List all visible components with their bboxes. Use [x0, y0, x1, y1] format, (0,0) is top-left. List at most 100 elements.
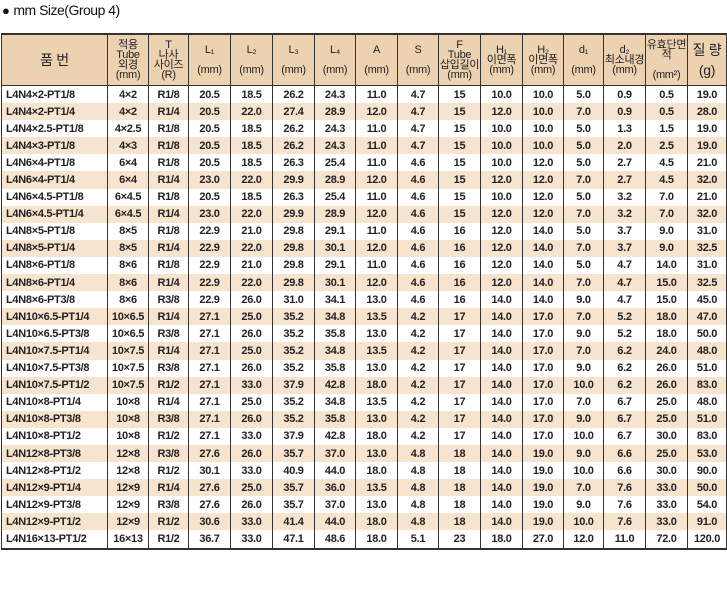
table-cell: 15.0: [645, 274, 688, 292]
table-cell: 24.3: [314, 137, 356, 155]
table-cell: 4.7: [397, 137, 439, 155]
table-cell: 4.6: [397, 256, 439, 275]
table-cell: 2.5: [645, 137, 688, 155]
part-number-cell: L4N8×6-PT1/4: [1, 274, 108, 292]
table-cell: 26.3: [272, 188, 315, 206]
table-row: L4N10×8-PT1/4 10×8 R1/4 27.1 25.0 35.2 34.8 13.…: [1, 393, 727, 411]
table-cell: 3.7: [603, 222, 646, 240]
table-cell: 7.0: [563, 393, 604, 411]
table-cell: 18.5: [230, 137, 273, 155]
table-cell: 9.0: [645, 239, 688, 257]
table-cell: R1/4: [148, 239, 189, 257]
table-cell: 14.0: [522, 239, 564, 257]
part-number-cell: L4N6×4.5-PT1/4: [1, 205, 108, 223]
table-cell: 35.7: [272, 444, 315, 463]
column-header-line: d₁: [578, 44, 589, 56]
table-cell: 10.0: [480, 137, 523, 155]
table-cell: 4.6: [397, 188, 439, 206]
table-cell: 23: [438, 530, 481, 550]
table-cell: 37.9: [272, 427, 315, 445]
table-cell: 8×5: [107, 239, 149, 257]
table-cell: 3.2: [603, 205, 646, 223]
part-number-cell: L4N16×13-PT1/2: [1, 530, 108, 550]
table-cell: 14.0: [645, 256, 688, 275]
table-row: L4N12×8-PT3/8 12×8 R3/8 27.6 26.0 35.7 37.0 13.…: [1, 444, 727, 463]
column-header-line: d₂: [619, 44, 630, 56]
table-cell: 27.6: [188, 444, 231, 463]
table-cell: 26.0: [230, 444, 273, 463]
table-cell: 6.7: [603, 410, 646, 428]
table-row: L4N8×6-PT1/8 8×6 R1/8 22.9 21.0 29.8 29.1 11.0 4…: [1, 256, 727, 275]
table-cell: 2.7: [603, 171, 646, 189]
table-cell: 18: [438, 513, 481, 531]
table-cell: 22.9: [188, 256, 231, 275]
table-cell: 10×7.5: [107, 342, 149, 360]
table-cell: 10.0: [480, 85, 523, 104]
table-cell: 35.7: [272, 479, 315, 497]
table-cell: 14.0: [522, 256, 564, 275]
part-number-cell: L4N6×4.5-PT1/8: [1, 188, 108, 206]
table-cell: R1/2: [148, 462, 189, 480]
table-cell: 15: [438, 85, 481, 104]
table-cell: 4.2: [397, 308, 439, 326]
table-cell: 11.0: [355, 222, 398, 240]
table-cell: 17: [438, 342, 481, 360]
table-cell: 7.0: [563, 239, 604, 257]
table-cell: 22.0: [230, 239, 273, 257]
table-cell: 12×9: [107, 496, 149, 514]
table-cell: R1/2: [148, 427, 189, 445]
table-cell: 41.4: [272, 513, 315, 531]
table-cell: 27.6: [188, 479, 231, 497]
table-cell: 12.0: [480, 205, 523, 223]
table-cell: 12.0: [480, 103, 523, 121]
table-cell: 4.7: [603, 274, 646, 292]
table-cell: 35.8: [314, 410, 356, 428]
table-cell: 14.0: [480, 496, 523, 514]
table-cell: 17: [438, 376, 481, 394]
table-cell: 3.2: [603, 188, 646, 206]
table-cell: 22.9: [188, 274, 231, 292]
table-cell: 5.2: [603, 308, 646, 326]
table-cell: 28.9: [314, 171, 356, 189]
table-cell: R1/2: [148, 376, 189, 394]
table-cell: 7.0: [563, 342, 604, 360]
table-cell: 6×4.5: [107, 188, 149, 206]
column-header-line: L₂: [246, 44, 257, 56]
column-header-line: L₄: [329, 44, 340, 56]
column-header: L₃ (mm): [272, 33, 315, 86]
table-row: L4N6×4.5-PT1/8 6×4.5 R1/8 20.5 18.5 26.3 25.4 1…: [1, 188, 727, 206]
table-cell: R1/4: [148, 205, 189, 223]
table-cell: 19.0: [687, 137, 727, 155]
table-cell: 4.8: [397, 479, 439, 497]
table-cell: 7.6: [603, 479, 646, 497]
table-cell: 20.5: [188, 120, 231, 138]
table-cell: 19.0: [522, 462, 564, 480]
table-cell: 25.4: [314, 188, 356, 206]
part-number-cell: L4N12×9-PT1/4: [1, 479, 108, 497]
table-cell: 48.0: [687, 342, 727, 360]
table-cell: 10×8: [107, 410, 149, 428]
table-cell: R1/8: [148, 222, 189, 240]
column-header: 질 량 (g): [687, 33, 727, 86]
table-cell: 33.0: [230, 513, 273, 531]
table-cell: 30.0: [645, 427, 688, 445]
table-cell: 22.0: [230, 205, 273, 223]
table-cell: 31.0: [687, 256, 727, 275]
table-cell: 15: [438, 188, 481, 206]
table-cell: 32.5: [687, 239, 727, 257]
table-cell: 35.2: [272, 325, 315, 343]
table-cell: 33.0: [645, 479, 688, 497]
table-cell: R1/4: [148, 393, 189, 411]
table-cell: 26.3: [272, 154, 315, 172]
table-cell: 4.7: [397, 120, 439, 138]
column-header-line: (mm): [197, 64, 222, 76]
table-cell: 17: [438, 325, 481, 343]
table-cell: 44.0: [314, 513, 356, 531]
table-cell: 20.5: [188, 188, 231, 206]
table-cell: 6×4.5: [107, 205, 149, 223]
table-cell: 12.0: [522, 154, 564, 172]
table-cell: 12.0: [480, 222, 523, 240]
column-header-line: (mm²): [652, 69, 681, 81]
table-row: L4N4×2-PT1/4 4×2 R1/4 20.5 22.0 27.4 28.9 12.0 4…: [1, 103, 727, 121]
header-row: 품 번 적용 Tube 외경 (mm) T 나사 사이즈 (R) L₁ (mm) L₂ (mm) L₃ (m…: [1, 33, 727, 86]
